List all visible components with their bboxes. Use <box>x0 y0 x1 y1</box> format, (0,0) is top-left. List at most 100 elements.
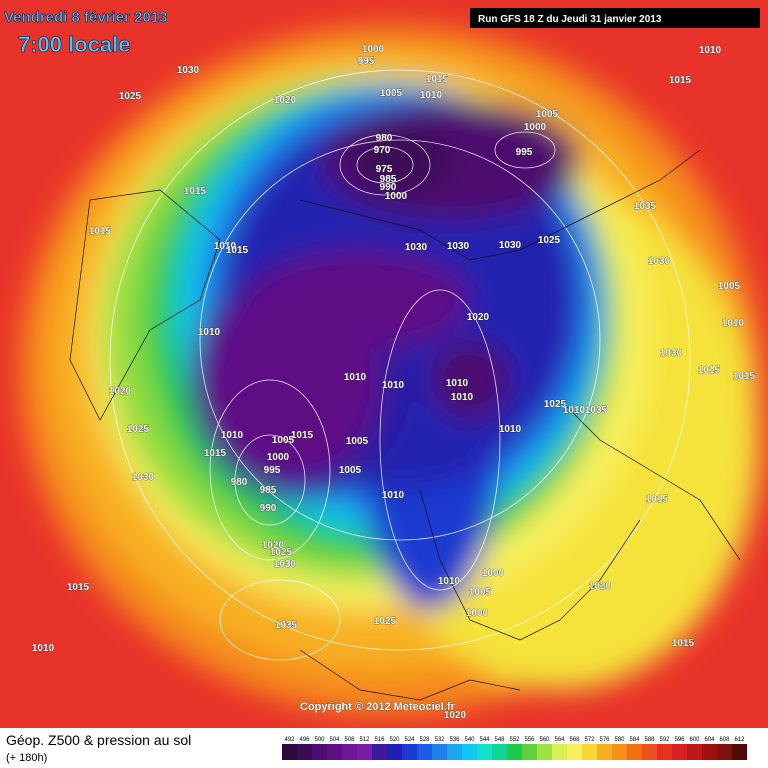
scale-swatch <box>537 744 552 760</box>
run-box <box>470 8 760 28</box>
forecast-time: 7:00 locale <box>18 32 131 57</box>
footer-title: Géop. Z500 & pression au sol <box>6 732 191 748</box>
scale-label: 608 <box>719 737 730 743</box>
scale-label: 536 <box>449 737 460 743</box>
scale-swatch <box>627 744 642 760</box>
isobar-label: 985 <box>380 174 397 185</box>
scale-label: 500 <box>314 737 325 743</box>
scale-swatch <box>657 744 672 760</box>
isobar-label: 1010 <box>198 327 221 338</box>
isobar-label: 1010 <box>446 378 469 389</box>
scale-swatch <box>312 744 327 760</box>
isobar-label: 1010 <box>451 392 474 403</box>
isobar-label: 1005 <box>272 435 295 446</box>
isobar-label: 1015 <box>669 75 692 86</box>
footer-lead: (+ 180h) <box>6 752 47 764</box>
isobar-label: 1005 <box>718 281 741 292</box>
isobar-label: 985 <box>260 485 277 496</box>
scale-swatch <box>612 744 627 760</box>
scale-swatch <box>597 744 612 760</box>
scale-label: 492 <box>284 737 295 743</box>
scale-label: 520 <box>389 737 400 743</box>
isobar-label: 1005 <box>346 436 369 447</box>
scale-swatch <box>522 744 537 760</box>
scale-swatch <box>297 744 312 760</box>
scale-label: 580 <box>614 737 625 743</box>
isobar-label: 1000 <box>362 44 385 55</box>
scale-label: 540 <box>464 737 475 743</box>
isobar-label: 1025 <box>538 235 561 246</box>
isobar-label: 1025 <box>119 91 142 102</box>
scale-label: 516 <box>374 737 385 743</box>
isobar-label: 1030 <box>499 240 522 251</box>
isobar-label: 1025 <box>270 547 293 558</box>
scale-label: 532 <box>434 737 445 743</box>
isobar-label: 995 <box>516 147 533 158</box>
scale-label: 548 <box>494 737 505 743</box>
scale-label: 584 <box>629 737 640 743</box>
isobar-label: 1010 <box>221 430 244 441</box>
isobar-label: 1035 <box>275 620 298 631</box>
isobar-label: 1025 <box>127 424 150 435</box>
scale-swatch <box>672 744 687 760</box>
isobar-label: 1000 <box>482 568 505 579</box>
scale-swatch <box>642 744 657 760</box>
isobar-label: 1020 <box>262 540 285 551</box>
isobar-label: 990 <box>380 182 397 193</box>
isobar-label: 1025 <box>374 616 397 627</box>
scale-swatch <box>507 744 522 760</box>
scale-swatch <box>417 744 432 760</box>
isobar-label: 1025 <box>544 399 567 410</box>
scale-label: 592 <box>659 737 670 743</box>
isobar-label: 1010 <box>722 318 745 329</box>
isobar-label: 1030 <box>177 65 200 76</box>
scale-swatch <box>342 744 357 760</box>
scale-swatch <box>282 744 297 760</box>
scale-label: 544 <box>479 737 490 743</box>
scale-label: 528 <box>419 737 430 743</box>
isobar-label: 1020 <box>589 581 612 592</box>
isobar-label: 1000 <box>466 608 489 619</box>
scale-label: 496 <box>299 737 310 743</box>
isobar-label: 1030 <box>648 256 671 267</box>
isobar-label: 1030 <box>132 472 155 483</box>
scale-swatch <box>477 744 492 760</box>
scale-swatch <box>732 744 747 760</box>
isobar-label: 1015 <box>89 226 112 237</box>
copyright: Copyright © 2012 Meteociel.fr <box>300 701 456 713</box>
isobar-label: 1010 <box>344 372 367 383</box>
scale-label: 588 <box>644 737 655 743</box>
isobar-label: 1015 <box>698 365 721 376</box>
isobar-label: 1010 <box>214 241 237 252</box>
isobar-label: 1015 <box>291 430 314 441</box>
scale-label: 568 <box>569 737 580 743</box>
scale-swatch <box>567 744 582 760</box>
scale-swatch <box>447 744 462 760</box>
scale-label: 524 <box>404 737 415 743</box>
isobar-label: 975 <box>376 164 393 175</box>
scale-swatch <box>582 744 597 760</box>
scale-swatch <box>432 744 447 760</box>
isobar-label: 1005 <box>339 465 362 476</box>
isobar-label: 1010 <box>32 643 55 654</box>
isobar-label: 1015 <box>226 245 249 256</box>
isobar-label: 1010 <box>499 424 522 435</box>
isobar-label: 1015 <box>426 74 449 85</box>
isobar-label: 1015 <box>733 371 756 382</box>
scale-label: 556 <box>524 737 535 743</box>
scale-swatch <box>462 744 477 760</box>
isobar-label: 1005 <box>469 587 492 598</box>
scale-swatch <box>357 744 372 760</box>
isobar-label: 1020 <box>109 386 132 397</box>
isobar-label: 990 <box>260 503 277 514</box>
scale-label: 560 <box>539 737 550 743</box>
scale-label: 508 <box>344 737 355 743</box>
isobar-label: 1005 <box>536 109 559 120</box>
isobar-label: 1020 <box>467 312 490 323</box>
isobar-label: 1010 <box>438 576 461 587</box>
isobar-label: 1020 <box>274 95 297 106</box>
scale-label: 612 <box>734 737 745 743</box>
isobar-label: 1030 <box>274 559 297 570</box>
